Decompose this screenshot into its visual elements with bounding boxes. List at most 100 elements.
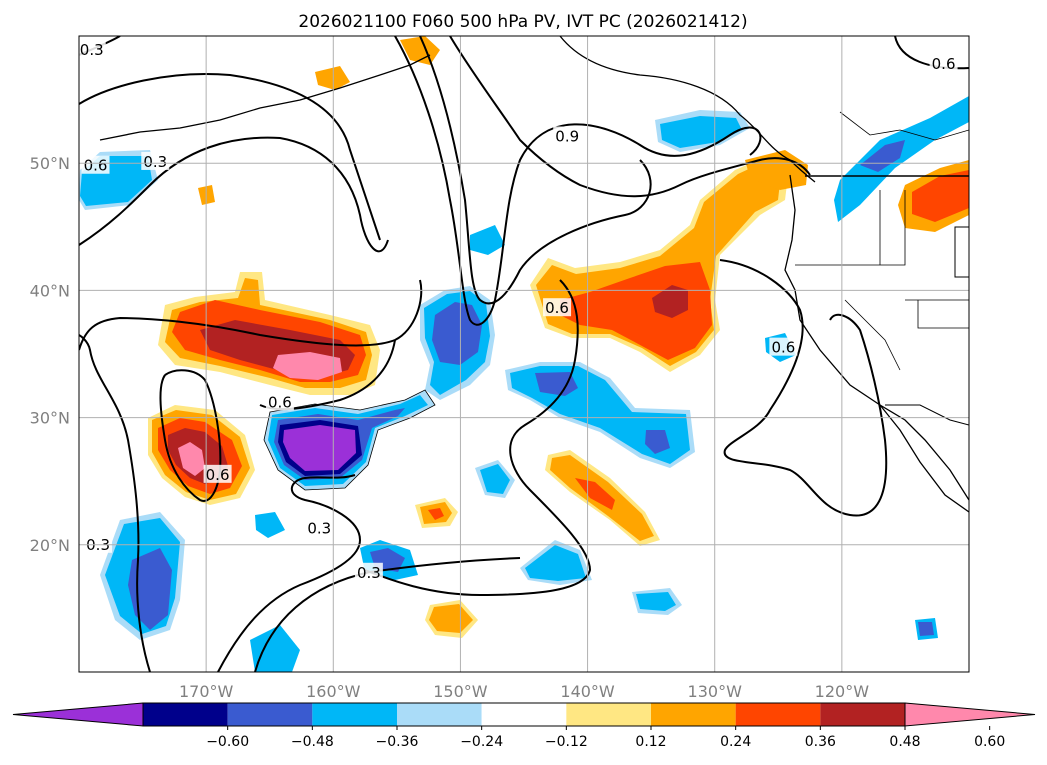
- y-tick-label: 50°N: [30, 154, 70, 173]
- colorbar-tick-label: 0.12: [635, 734, 666, 750]
- coastline-aleutians: [99, 54, 431, 141]
- ivt-region-central-negative: [264, 390, 435, 490]
- ivt-outline-central: [263, 389, 436, 491]
- y-tick-label: 40°N: [30, 281, 70, 300]
- ivt-blob-small-negative-2-core: [525, 545, 586, 581]
- border-state-4: [917, 300, 969, 329]
- contour-label-bg: [354, 562, 383, 581]
- ivt-blob-small-negative-1-core: [480, 464, 510, 494]
- pv-contour-0.3-central: [217, 474, 362, 672]
- contour-label: 0.3: [80, 41, 104, 59]
- coastlines: [99, 36, 969, 513]
- pv-contour-0.6-east: [449, 36, 811, 198]
- border-us-mexico: [885, 404, 969, 426]
- gridlines: [79, 36, 969, 672]
- contour-label: 0.3: [143, 153, 167, 171]
- x-tick-label: 150°W: [433, 682, 488, 701]
- y-tick-label: 20°N: [30, 536, 70, 555]
- contour-label-bg: [81, 155, 110, 174]
- ivt-blob-small-positive-2: [315, 66, 350, 90]
- colorbar-segment: [227, 703, 313, 726]
- ivt-region-interior-negative: [834, 96, 969, 222]
- coastline-baja: [879, 404, 969, 513]
- contour-label-bg: [265, 392, 294, 411]
- contour-label: 0.9: [555, 127, 579, 145]
- colorbar-tick-label: 0.48: [889, 734, 920, 750]
- map-inset-box: [954, 226, 969, 278]
- pv-contour-0.9-trough: [394, 36, 762, 326]
- colorbar-frame: [142, 702, 906, 727]
- plot-frame: [78, 35, 970, 673]
- y-tick-label: 30°N: [30, 409, 70, 428]
- ivt-region-northeast-positive: [530, 155, 790, 372]
- contour-label: 0.6: [932, 55, 956, 73]
- contour-label-bg: [77, 39, 106, 58]
- contour-label-bg: [929, 53, 958, 72]
- x-tick-label: 140°W: [560, 682, 615, 701]
- contour-label-bg: [553, 126, 582, 145]
- ivt-region-subtropical-positive-core: [575, 478, 615, 510]
- colorbar-tick-label: 0.36: [805, 734, 836, 750]
- pv-contours: [79, 36, 969, 672]
- contour-label: 0.6: [268, 393, 292, 411]
- contour-label-bg: [203, 464, 232, 483]
- ivt-blob-small-negative-4: [250, 625, 300, 672]
- colorbar-tick-label: −0.12: [545, 734, 588, 750]
- axis-tick-labels: 170°W 160°W 150°W 140°W 130°W 120°W 20°N 30°N 40…: [30, 154, 870, 701]
- coastline-alaska: [559, 36, 816, 183]
- pv-contour-labels: 0.30.6 0.30.90.60.60.60.60.30.30.30.6: [77, 39, 958, 582]
- contour-label-bg: [305, 518, 334, 537]
- ivt-region-subtropical-negative: [505, 362, 695, 468]
- ivt-blob-small-positive-1-center: [428, 508, 444, 520]
- x-tick-label: 170°W: [179, 682, 234, 701]
- pv-contour-0.6-northeast: [894, 36, 969, 70]
- ivt-blob-small-negative-3-core: [636, 592, 676, 611]
- pv-contour-0.6-trough: [419, 36, 652, 305]
- colorbar-segment: [735, 703, 821, 726]
- contour-label: 0.3: [307, 519, 331, 537]
- contour-label-bg: [769, 337, 798, 356]
- colorbar-extend-max: [904, 702, 1036, 727]
- pv-contour-0.3-north: [79, 73, 381, 241]
- colorbar-segment: [312, 703, 397, 726]
- colorbar: −0.60 −0.48 −0.36 −0.24 −0.12 0.12 0.24 0.36 0.4…: [12, 702, 1036, 750]
- colorbar-segment: [651, 703, 736, 726]
- ivt-region-interior-negative-core: [860, 140, 905, 172]
- ivt-region-mid-negative: [420, 286, 495, 400]
- pv-contour-0.6-dateline: [159, 369, 222, 502]
- pv-contour-0.6-loop: [79, 279, 423, 351]
- pv-contour-0.6-gulf: [79, 136, 389, 253]
- pv-contour-0.6-east-loop: [364, 279, 592, 597]
- contour-label-bg: [141, 151, 170, 170]
- pv-contour-0.3-large: [79, 334, 151, 672]
- colorbar-segment: [481, 703, 567, 726]
- ivt-blob-small-negative-9-core: [918, 622, 934, 636]
- ivt-region-central-positive: [158, 272, 380, 395]
- ivt-region-interior-positive-core: [912, 170, 969, 222]
- x-tick-label: 160°W: [306, 682, 361, 701]
- coastline-west-coast: [784, 174, 969, 501]
- chart-title: 2026021100 F060 500 hPa PV, IVT PC (2026…: [298, 12, 747, 32]
- colorbar-tick-label: −0.60: [206, 734, 249, 750]
- pv-contour-0.6-coast: [719, 259, 888, 517]
- colorbar-segment: [143, 703, 228, 726]
- colorbar-segment: [397, 703, 482, 726]
- colorbar-segment: [820, 703, 905, 726]
- colorbar-tick-label: 0.24: [720, 734, 751, 750]
- border-state-1: [795, 190, 906, 266]
- border-canada-province: [839, 111, 969, 141]
- colorbar-segment: [566, 703, 651, 726]
- ivt-blob-small-negative-6: [255, 512, 285, 538]
- colorbar-tick-label: −0.48: [291, 734, 334, 750]
- contour-label-bg: [543, 298, 572, 317]
- colorbar-tick-label: −0.36: [376, 734, 419, 750]
- ivt-blob-small-negative-5: [470, 225, 505, 255]
- contour-label: 0.6: [545, 299, 569, 317]
- contour-label-bg: [84, 534, 113, 553]
- colorbar-tick-label: −0.24: [460, 734, 503, 750]
- contour-label: 0.3: [357, 564, 381, 582]
- contour-label: 0.6: [206, 466, 230, 484]
- border-state-3: [844, 299, 901, 371]
- x-tick-label: 120°W: [815, 682, 870, 701]
